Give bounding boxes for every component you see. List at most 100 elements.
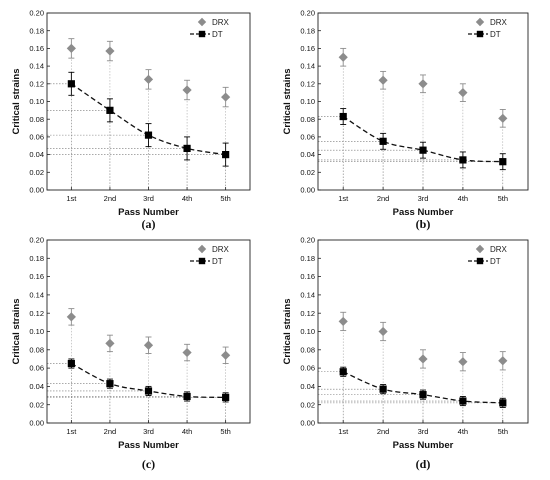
- drx-point: [182, 347, 192, 358]
- y-tick-label: 0.16: [29, 272, 44, 281]
- y-tick-label: 0.16: [300, 44, 315, 53]
- y-tick-label: 0.00: [29, 419, 44, 428]
- drx-point: [66, 43, 76, 53]
- y-axis-title: Critical strains: [282, 299, 293, 365]
- y-tick-label: 0.00: [300, 419, 315, 428]
- drx-point: [66, 312, 76, 322]
- x-tick-label: 4th: [182, 427, 192, 436]
- y-tick-label: 0.14: [300, 291, 315, 300]
- dt-point: [499, 158, 507, 166]
- legend-dt-label: DT: [212, 30, 223, 39]
- drx-point: [498, 356, 508, 366]
- panel-a: 0.00 0.02 0.04 0.06 0.08 0.10 0.12 0.14 0.16 0.18…: [11, 9, 251, 231]
- legend-dt-marker: [198, 257, 206, 265]
- legend-drx-label: DRX: [212, 245, 230, 254]
- y-tick-label: 0.12: [300, 79, 315, 88]
- y-tick-label: 0.02: [300, 400, 315, 409]
- x-tick-label: 2nd: [377, 427, 390, 436]
- drx-point: [105, 46, 115, 56]
- x-tick-label: 3rd: [418, 427, 429, 436]
- dt-point: [379, 137, 387, 145]
- y-tick-label: 0.10: [29, 97, 44, 106]
- x-tick-label: 1st: [338, 427, 349, 436]
- drx-point: [338, 52, 348, 62]
- y-tick-label: 0.00: [300, 186, 315, 195]
- x-tick-label: 5th: [498, 427, 508, 436]
- x-tick-label: 5th: [220, 194, 230, 203]
- drx-point: [338, 316, 348, 327]
- y-tick-label: 0.18: [29, 254, 44, 263]
- y-tick-label: 0.10: [300, 97, 315, 106]
- x-tick-label: 3rd: [143, 194, 154, 203]
- drx-point: [221, 92, 231, 102]
- y-tick-label: 0.04: [300, 150, 315, 159]
- panel-label: (b): [416, 217, 431, 231]
- y-tick-label: 0.20: [300, 9, 315, 18]
- x-tick-label: 3rd: [418, 194, 429, 203]
- x-tick-label: 4th: [458, 427, 468, 436]
- x-tick-label: 2nd: [377, 194, 390, 203]
- y-tick-label: 0.04: [29, 150, 44, 159]
- dt-point: [183, 392, 191, 401]
- y-tick-label: 0.14: [29, 291, 44, 300]
- dt-point: [67, 359, 75, 368]
- x-tick-label: 4th: [458, 194, 468, 203]
- legend-drx-label: DRX: [490, 245, 508, 254]
- y-tick-label: 0.06: [300, 133, 315, 142]
- dt-fit-curve: [342, 115, 503, 163]
- dt-point: [339, 368, 347, 376]
- drx-point: [458, 88, 468, 98]
- y-tick-label: 0.06: [300, 364, 315, 373]
- dt-point: [379, 385, 387, 393]
- y-tick-label: 0.20: [29, 236, 44, 245]
- drx-point: [221, 350, 231, 360]
- y-tick-label: 0.02: [300, 168, 315, 177]
- dt-point: [419, 391, 427, 399]
- y-tick-label: 0.08: [300, 345, 315, 354]
- y-axis-title: Critical strains: [11, 299, 22, 365]
- x-tick-label: 2nd: [104, 194, 117, 203]
- y-tick-label: 0.10: [29, 327, 44, 336]
- legend-drx-marker: [197, 17, 207, 27]
- dt-point: [183, 144, 191, 153]
- x-tick-label: 1st: [66, 427, 77, 436]
- x-tick-label: 3rd: [143, 427, 154, 436]
- y-axis-title: Critical strains: [282, 69, 293, 135]
- dt-point: [459, 397, 467, 405]
- y-tick-label: 0.02: [29, 400, 44, 409]
- panel-c: 0.00 0.02 0.04 0.06 0.08 0.10 0.12 0.14 0.16 0.18…: [11, 236, 251, 471]
- x-tick-label: 2nd: [104, 427, 117, 436]
- panel-label: (d): [416, 457, 431, 471]
- legend-drx-marker: [475, 17, 485, 27]
- y-tick-label: 0.08: [300, 115, 315, 124]
- y-tick-label: 0.14: [29, 62, 44, 71]
- x-tick-label: 1st: [338, 194, 349, 203]
- dt-point: [459, 156, 467, 164]
- legend-dt-marker: [476, 257, 484, 265]
- legend-drx-label: DRX: [212, 18, 230, 27]
- legend-dt-marker: [476, 30, 484, 38]
- y-tick-label: 0.12: [29, 309, 44, 318]
- x-axis-title: Pass Number: [393, 440, 454, 451]
- y-tick-label: 0.20: [29, 9, 44, 18]
- y-tick-label: 0.04: [300, 382, 315, 391]
- legend-dt-marker: [198, 30, 206, 38]
- y-tick-label: 0.06: [29, 364, 44, 373]
- y-tick-label: 0.12: [29, 79, 44, 88]
- legend-drx-label: DRX: [490, 18, 508, 27]
- y-tick-label: 0.12: [300, 309, 315, 318]
- legend-dt-label: DT: [490, 257, 501, 266]
- x-axis-title: Pass Number: [118, 207, 179, 218]
- drx-point: [182, 85, 192, 95]
- drx-point: [378, 75, 388, 85]
- dt-point: [144, 387, 153, 395]
- drx-point: [143, 340, 154, 350]
- x-tick-label: 5th: [220, 427, 230, 436]
- dt-point: [419, 146, 427, 154]
- y-tick-label: 0.16: [300, 272, 315, 281]
- y-tick-label: 0.04: [29, 382, 44, 391]
- x-tick-label: 4th: [182, 194, 192, 203]
- y-tick-label: 0.06: [29, 133, 44, 142]
- y-tick-label: 0.02: [29, 168, 44, 177]
- dt-point: [499, 399, 507, 407]
